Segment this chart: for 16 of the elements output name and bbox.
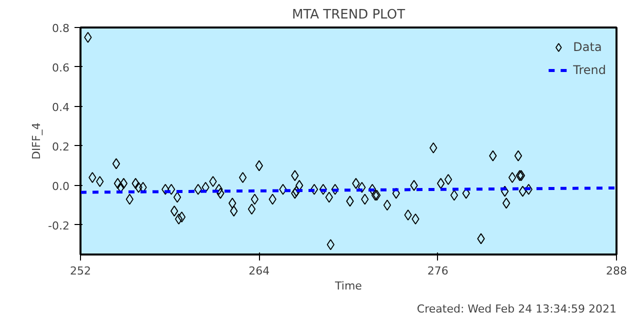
- text: Created: Wed Feb 24 13:34:59 2021: [416, 302, 617, 316]
- legend-label: Trend: [573, 63, 606, 77]
- y-tick-label: -0.2: [48, 219, 70, 232]
- y-tick-label: 0.6: [52, 61, 70, 74]
- y-tick-label: 0.0: [52, 180, 70, 193]
- x-tick-label: 276: [427, 264, 448, 278]
- legend-label: Data: [573, 40, 602, 54]
- y-tick-label: 0.8: [52, 22, 70, 35]
- x-axis-title: Time: [334, 280, 362, 292]
- y-axis-title: DIFF_4: [30, 122, 44, 160]
- chart-title: MTA TREND PLOT: [292, 8, 406, 22]
- x-tick-label: 252: [70, 264, 91, 278]
- y-tick-label: 0.4: [52, 100, 70, 114]
- x-tick-label: 288: [606, 264, 627, 278]
- x-tick-label: 264: [248, 264, 270, 278]
- y-tick-label: 0.2: [52, 140, 70, 154]
